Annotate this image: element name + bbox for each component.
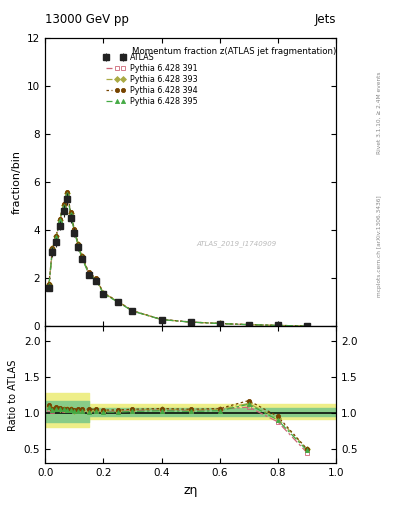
X-axis label: zη: zη xyxy=(184,484,198,497)
Text: mcplots.cern.ch [arXiv:1306.3436]: mcplots.cern.ch [arXiv:1306.3436] xyxy=(377,195,382,296)
Text: Rivet 3.1.10, ≥ 2.4M events: Rivet 3.1.10, ≥ 2.4M events xyxy=(377,71,382,154)
Text: Momentum fraction z(ATLAS jet fragmentation): Momentum fraction z(ATLAS jet fragmentat… xyxy=(132,47,337,56)
Text: Jets: Jets xyxy=(314,13,336,26)
Y-axis label: fraction/bin: fraction/bin xyxy=(11,151,22,215)
Text: 13000 GeV pp: 13000 GeV pp xyxy=(45,13,129,26)
Y-axis label: Ratio to ATLAS: Ratio to ATLAS xyxy=(8,359,18,431)
Legend: ATLAS, Pythia 6.428 391, Pythia 6.428 393, Pythia 6.428 394, Pythia 6.428 395: ATLAS, Pythia 6.428 391, Pythia 6.428 39… xyxy=(101,51,199,108)
Text: ATLAS_2019_I1740909: ATLAS_2019_I1740909 xyxy=(196,241,277,247)
